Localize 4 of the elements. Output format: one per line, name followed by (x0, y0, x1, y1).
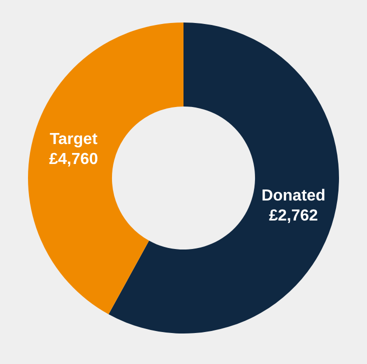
slice-label: Target (50, 131, 98, 148)
slice-label: Donated (261, 188, 326, 205)
text: £2,762 (268, 208, 318, 225)
text: £4,760 (49, 151, 98, 168)
